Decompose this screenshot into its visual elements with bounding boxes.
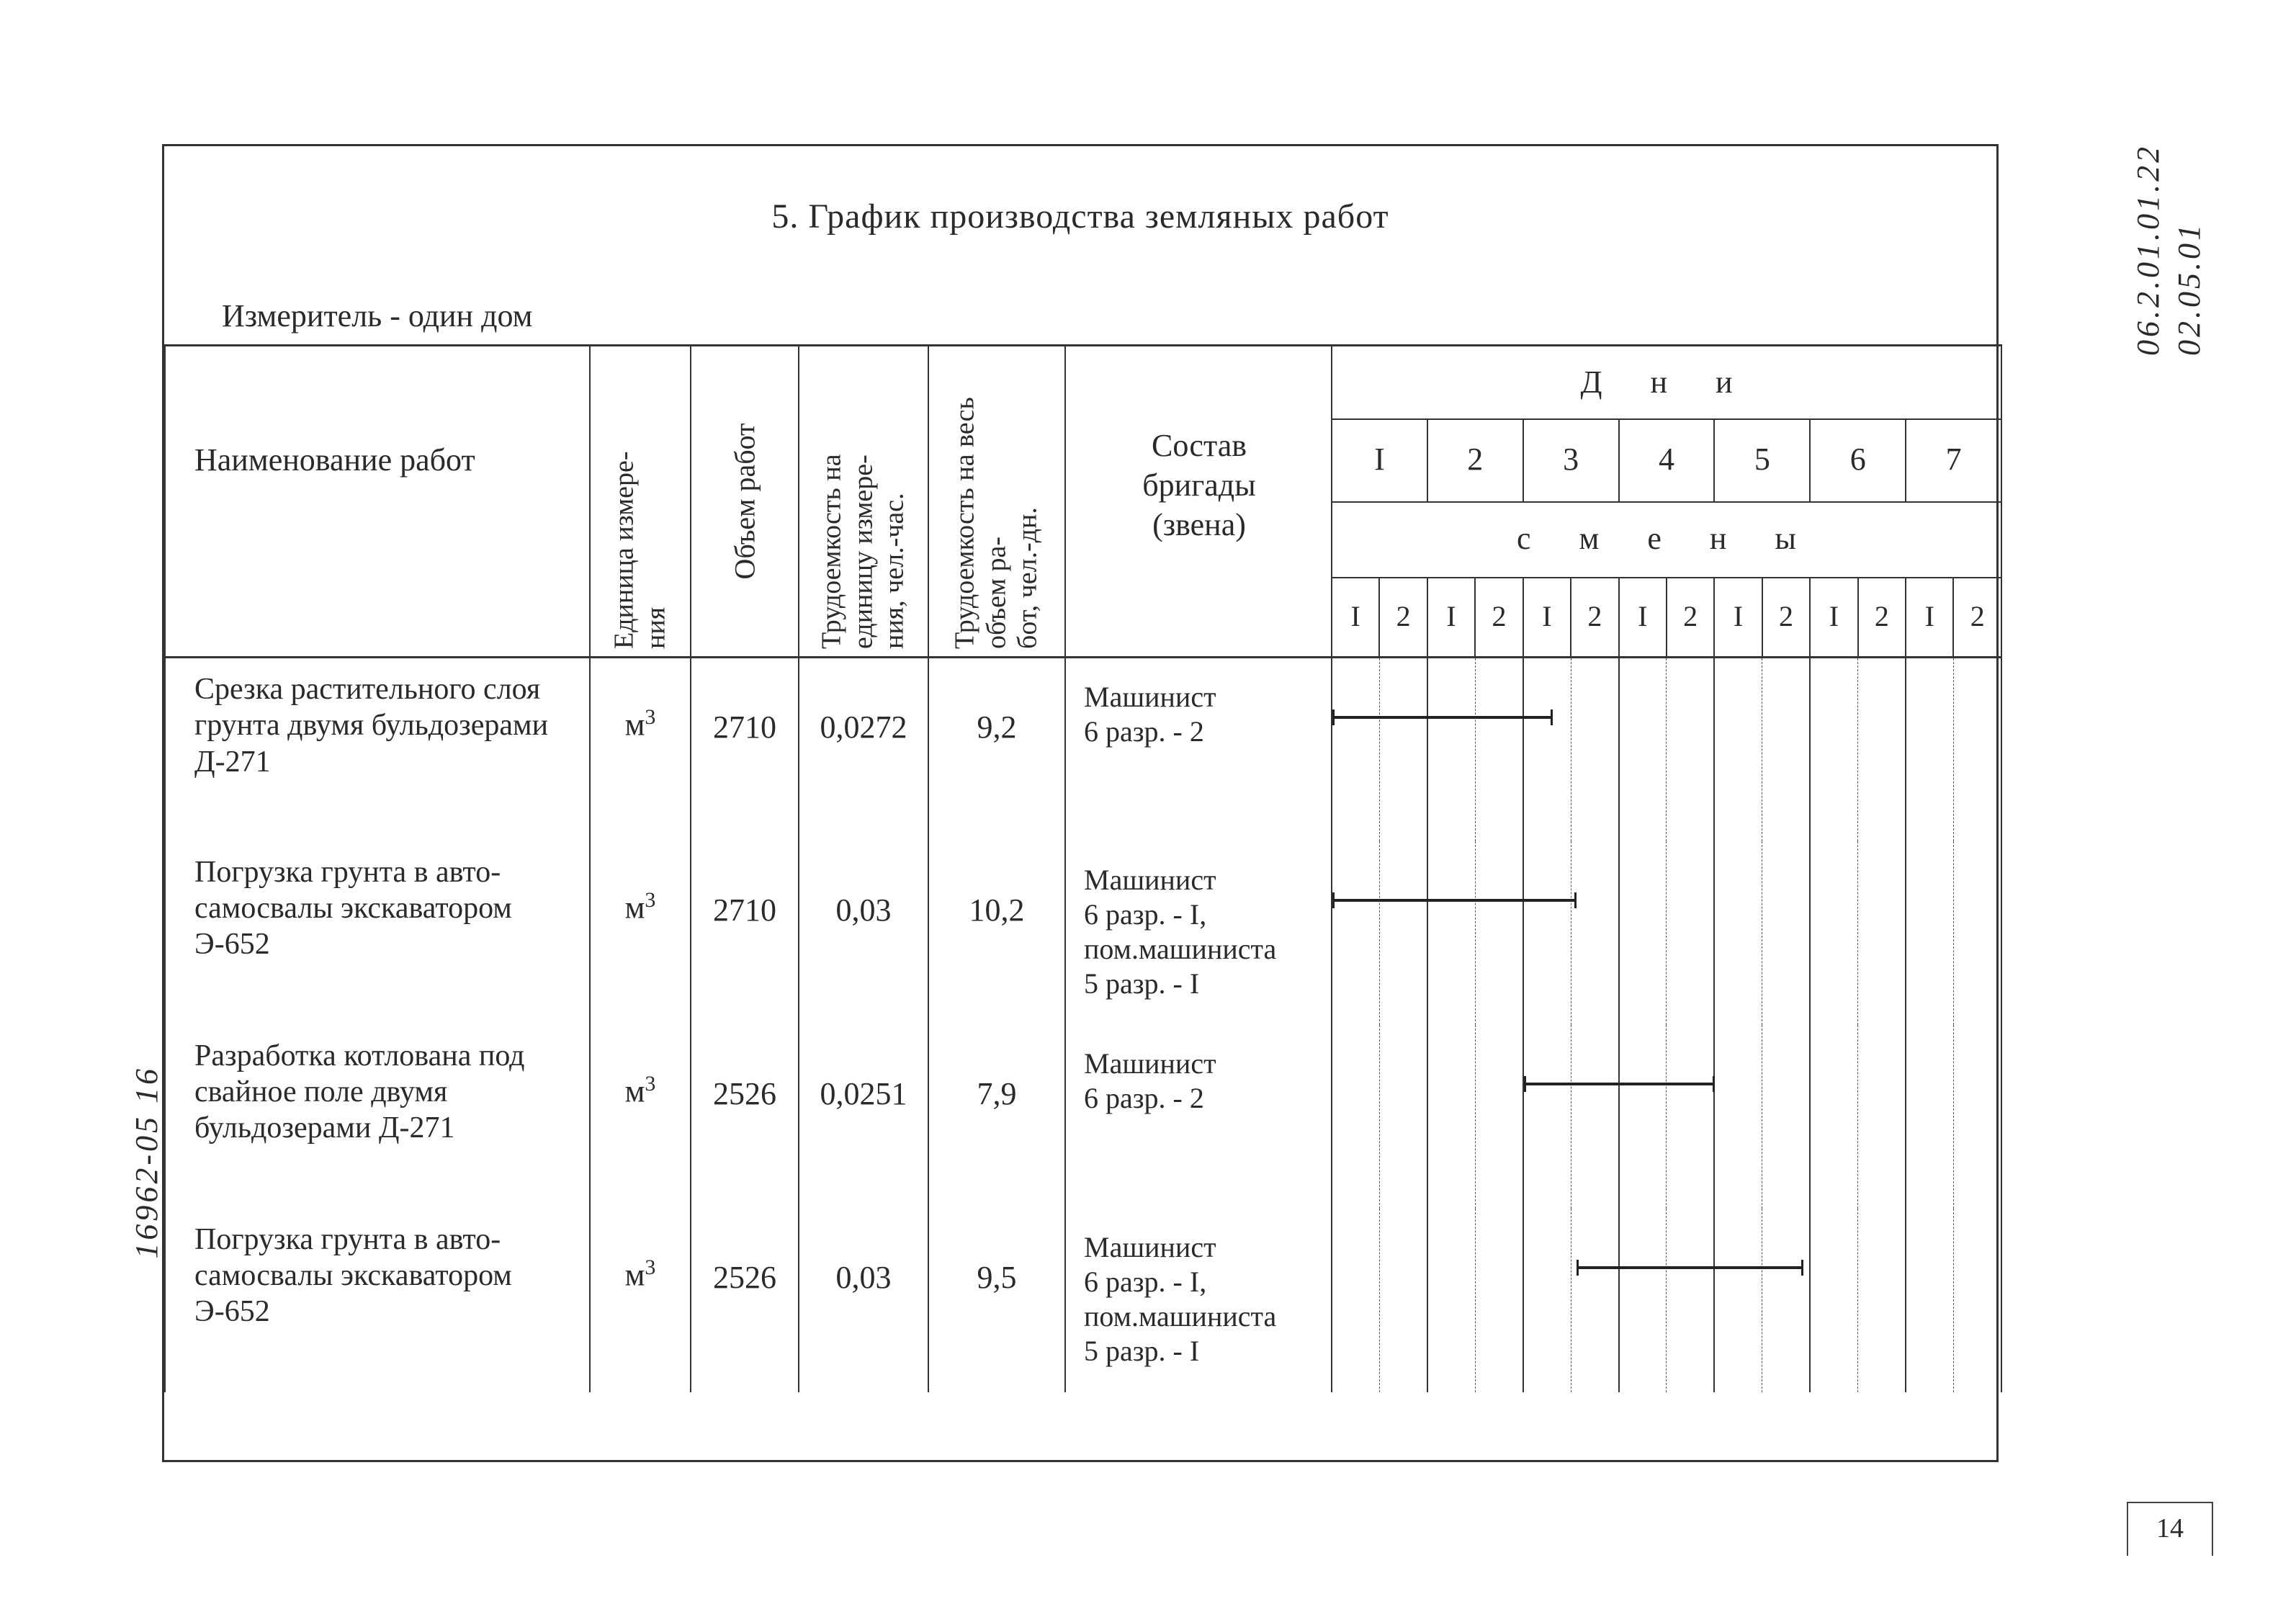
hdr-name: Наименование работ — [165, 346, 590, 658]
unit: м3 — [590, 1025, 691, 1209]
table-row: Погрузка грунта в авто-самосвалы экскава… — [165, 1209, 2001, 1392]
labor_total: 10,2 — [928, 841, 1065, 1025]
hdr-labor-total-text: Трудоемкость на весь объем ра-бот, чел.-… — [949, 354, 1044, 649]
day-number: 2 — [1428, 420, 1524, 501]
volume: 2710 — [691, 658, 799, 841]
brigade: Машинист6 разр. - 2 — [1065, 1025, 1332, 1209]
day-number: I — [1332, 420, 1428, 501]
shift-number: 2 — [1476, 578, 1523, 656]
labor_unit: 0,03 — [799, 1209, 928, 1392]
hdr-unit: Единица измере-ния — [590, 346, 691, 658]
shift-number: 2 — [1571, 578, 1619, 656]
doc-code-line2: 02.05.01 — [2171, 222, 2207, 356]
days-label: Д н и — [1332, 346, 2001, 418]
hdr-volume: Объем работ — [691, 346, 799, 658]
gantt-bar — [1332, 716, 1553, 719]
hdr-days: Д н и I234567 с м е н ы I2I2I2I2I2I2I2 — [1332, 346, 2001, 658]
unit: м3 — [590, 1209, 691, 1392]
work-name: Погрузка грунта в авто-самосвалы экскава… — [165, 841, 590, 1025]
brigade: Машинист6 разр. - I,пом.машиниста5 разр.… — [1065, 1209, 1332, 1392]
hdr-volume-text: Объем работ — [728, 423, 762, 579]
table-row: Срезка растительного слоя грунта двумя б… — [165, 658, 2001, 841]
volume: 2526 — [691, 1025, 799, 1209]
hdr-labor-unit: Трудоемкость на единицу измере-ния, чел.… — [799, 346, 928, 658]
doc-code-line1: 06.2.01.01.22 — [2130, 144, 2166, 356]
section-title: 5. График производства земляных работ — [164, 197, 1996, 236]
gantt-bar — [1332, 899, 1577, 902]
day-number: 7 — [1906, 420, 2001, 501]
gantt-cell — [1332, 841, 2001, 1025]
work-name: Срезка растительного слоя грунта двумя б… — [165, 658, 590, 841]
shift-number: I — [1811, 578, 1858, 656]
shift-number: I — [1906, 578, 1954, 656]
schedule-table: Наименование работ Единица измере-ния Об… — [164, 344, 2002, 1392]
volume: 2710 — [691, 841, 799, 1025]
shift-number: I — [1715, 578, 1762, 656]
day-number: 3 — [1524, 420, 1620, 501]
shift-number: 2 — [1954, 578, 2000, 656]
gantt-bar — [1577, 1266, 1804, 1269]
shift-number: I — [1332, 578, 1380, 656]
shift-number: 2 — [1380, 578, 1427, 656]
side-code: 16962-05 16 — [126, 1066, 167, 1259]
labor_unit: 0,03 — [799, 841, 928, 1025]
gantt-cell — [1332, 1025, 2001, 1209]
shift-number: 2 — [1859, 578, 1906, 656]
hdr-labor-total: Трудоемкость на весь объем ра-бот, чел.-… — [928, 346, 1065, 658]
page-frame: 5. График производства земляных работ Из… — [162, 144, 1999, 1462]
shift-number: 2 — [1763, 578, 1811, 656]
day-number: 5 — [1715, 420, 1811, 501]
hdr-labor-unit-text: Трудоемкость на единицу измере-ния, чел.… — [816, 354, 910, 649]
corner-page-number: 14 — [2156, 1513, 2184, 1544]
table-wrap: Наименование работ Единица измере-ния Об… — [164, 344, 1996, 1392]
days-header-block: Д н и I234567 с м е н ы I2I2I2I2I2I2I2 — [1332, 346, 2001, 656]
day-number: 6 — [1811, 420, 1906, 501]
labor_total: 7,9 — [928, 1025, 1065, 1209]
hdr-name-text: Наименование работ — [194, 440, 475, 480]
volume: 2526 — [691, 1209, 799, 1392]
table-row: Погрузка грунта в авто-самосвалы экскава… — [165, 841, 2001, 1025]
hdr-unit-text: Единица измере-ния — [609, 354, 671, 649]
unit: м3 — [590, 658, 691, 841]
brigade: Машинист6 разр. - I,пом.машиниста5 разр.… — [1065, 841, 1332, 1025]
work-name: Погрузка грунта в авто-самосвалы экскава… — [165, 1209, 590, 1392]
gantt-cell — [1332, 1209, 2001, 1392]
shift-number: I — [1428, 578, 1476, 656]
shift-numbers-row: I2I2I2I2I2I2I2 — [1332, 577, 2001, 656]
brigade: Машинист6 разр. - 2 — [1065, 658, 1332, 841]
subtitle: Измеритель - один дом — [222, 297, 533, 334]
corner-page-box: 14 — [2127, 1502, 2213, 1556]
table-row: Разработка котлована под свайное поле дв… — [165, 1025, 2001, 1209]
hdr-brigade-text: Состав бригады (звена) — [1102, 426, 1296, 545]
labor_total: 9,2 — [928, 658, 1065, 841]
document-code-block: 06.2.01.01.22 02.05.01 — [2127, 144, 2210, 356]
shift-number: I — [1620, 578, 1667, 656]
labor_unit: 0,0251 — [799, 1025, 928, 1209]
gantt-bar — [1524, 1083, 1716, 1085]
work-name: Разработка котлована под свайное поле дв… — [165, 1025, 590, 1209]
gantt-cell — [1332, 658, 2001, 841]
unit: м3 — [590, 841, 691, 1025]
shift-number: I — [1524, 578, 1571, 656]
shift-number: 2 — [1667, 578, 1715, 656]
hdr-brigade: Состав бригады (звена) — [1065, 346, 1332, 658]
day-number: 4 — [1620, 420, 1716, 501]
labor_unit: 0,0272 — [799, 658, 928, 841]
shifts-label: с м е н ы — [1332, 501, 2001, 577]
labor_total: 9,5 — [928, 1209, 1065, 1392]
day-numbers-row: I234567 — [1332, 418, 2001, 501]
